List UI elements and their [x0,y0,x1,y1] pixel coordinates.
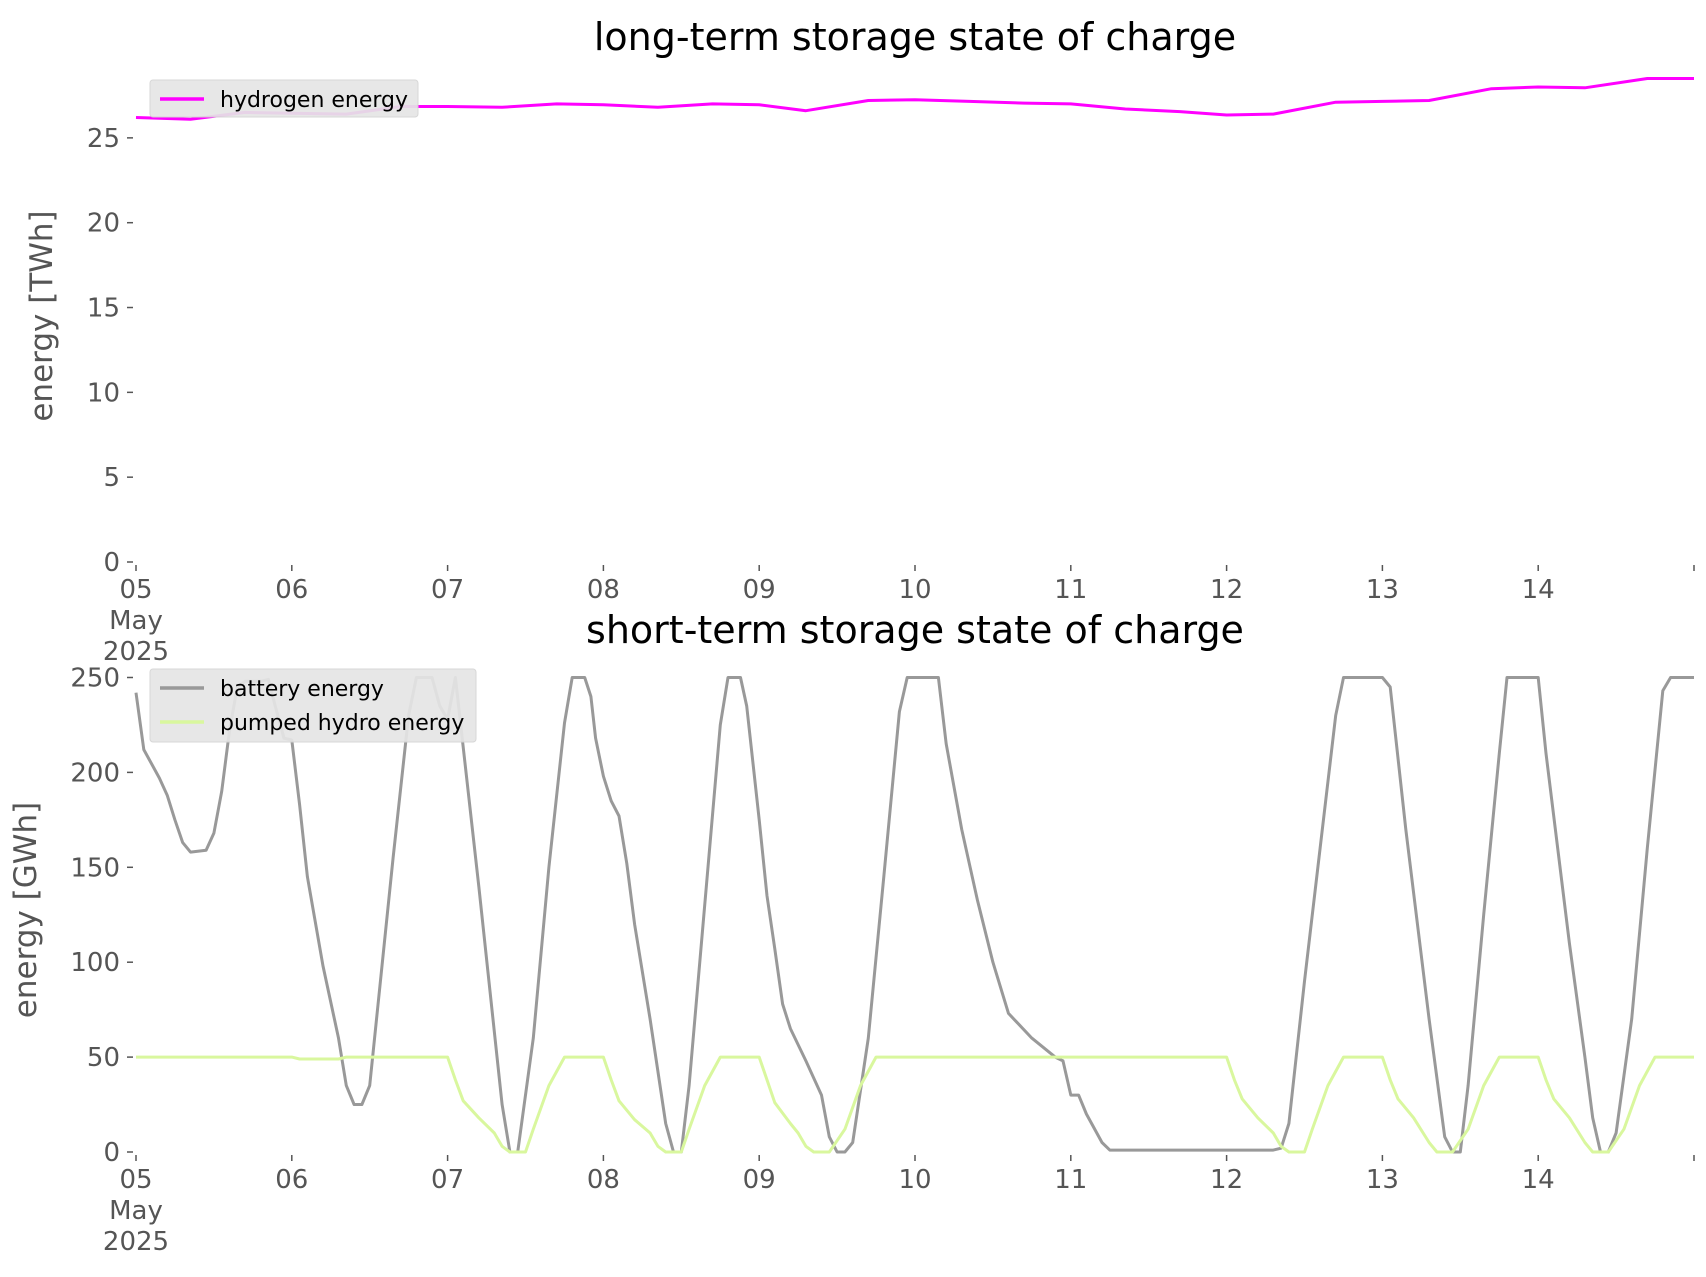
long-term-storage-panel: long-term storage state of charge energy… [24,15,1695,667]
legend-label: battery energy [220,677,384,702]
legend-box [149,79,419,118]
x-tick-label: 10 [898,1165,931,1195]
chart-title: long-term storage state of charge [594,15,1236,59]
x-tick-label: 06 [275,1165,308,1195]
x-tick-label: 14 [1522,1165,1555,1195]
y-tick-label: 10 [87,378,120,408]
x-tick-label: 11 [1054,575,1087,605]
legend-box [149,668,477,743]
y-tick-label: 50 [87,1043,120,1073]
x-tick-label: 07 [431,575,464,605]
y-tick-label: 100 [70,948,120,978]
x-tick-label: 06 [275,575,308,605]
x-tick-label: 08 [587,1165,620,1195]
y-axis-ticks: 0 5 10 15 20 25 [87,124,133,578]
y-axis-label: energy [TWh] [24,210,60,421]
x-tick-label: 13 [1366,1165,1399,1195]
chart-title: short-term storage state of charge [586,608,1244,652]
x-tick-label: 09 [743,1165,776,1195]
y-tick-label: 200 [70,758,120,788]
y-tick-label: 0 [103,1138,120,1168]
x-tick-label: 08 [587,575,620,605]
y-axis-label: energy [GWh] [8,802,44,1018]
x-tick-label: 13 [1366,575,1399,605]
y-tick-label: 0 [103,548,120,578]
y-tick-label: 5 [103,463,120,493]
x-tick-label: 11 [1054,1165,1087,1195]
x-tick-label: 05 [119,1165,152,1195]
y-tick-label: 250 [70,663,120,693]
y-tick-label: 150 [70,853,120,883]
series-lines [134,676,1694,1154]
y-tick-label: 15 [87,294,120,324]
x-tick-label: 10 [898,575,931,605]
x-tick-label: 12 [1210,1165,1243,1195]
legend: battery energy pumped hydro energy [149,668,477,743]
y-axis-ticks: 0 50 100 150 200 250 [70,663,133,1168]
legend: hydrogen energy [149,79,419,118]
x-tick-label: 2025 [103,637,169,667]
x-tick-label: 2025 [103,1227,169,1257]
x-tick-label: 05 [119,575,152,605]
x-tick-label: May [109,606,163,636]
series-line [136,1055,1694,1154]
x-tick-label: 07 [431,1165,464,1195]
y-tick-label: 20 [87,209,120,239]
x-tick-label: 14 [1522,575,1555,605]
x-tick-label: 09 [743,575,776,605]
legend-label: pumped hydro energy [220,711,464,736]
x-tick-label: 12 [1210,575,1243,605]
series-line [134,676,1694,1154]
x-tick-label: May [109,1196,163,1226]
y-tick-label: 25 [87,124,120,154]
short-term-storage-panel: short-term storage state of charge energ… [8,608,1695,1257]
legend-label: hydrogen energy [220,88,408,113]
